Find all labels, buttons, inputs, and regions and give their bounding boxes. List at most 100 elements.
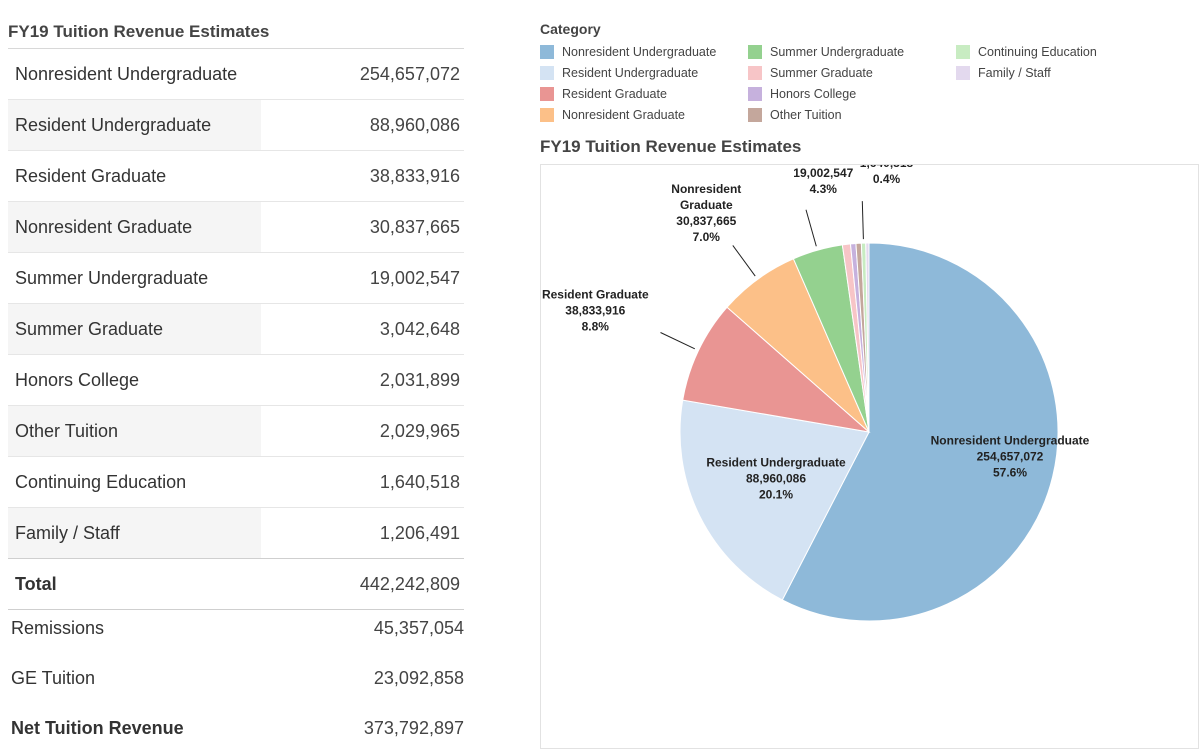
- net-tuition-value: 373,792,897: [363, 717, 464, 738]
- chart-title: FY19 Tuition Revenue Estimates: [540, 137, 802, 156]
- pie-slice: [682, 306, 871, 433]
- category-value: 1,206,491: [379, 522, 460, 543]
- category-name: Honors College: [15, 369, 140, 390]
- label-leader-line: [660, 332, 696, 350]
- category-name: Summer Undergraduate: [15, 267, 209, 288]
- legend-item: Family / Staff: [956, 62, 1200, 83]
- table-row: Summer Graduate 3,042,648: [8, 303, 464, 354]
- legend-item: Summer Graduate: [748, 62, 956, 83]
- legend-label: Nonresident Undergraduate: [562, 44, 717, 59]
- summary-row-ge-tuition: GE Tuition 23,092,858: [0, 653, 464, 703]
- total-label: Total: [15, 573, 57, 594]
- slice-label-line: 0.4%: [873, 172, 901, 186]
- category-table: Nonresident Undergraduate 254,657,072 Resi…: [8, 48, 464, 610]
- category-value: 1,640,518: [379, 471, 460, 492]
- label-leader-line: [732, 245, 756, 277]
- table-row: Nonresident Graduate 30,837,665: [8, 201, 464, 252]
- pie-chart: Nonresident Undergraduate 254,657,072 57.6…: [542, 140, 1090, 622]
- slice-label: Resident Graduate 38,833,916 8.8%: [542, 287, 649, 333]
- legend-label: Other Tuition: [770, 107, 842, 122]
- category-name: Nonresident Graduate: [8, 202, 261, 252]
- table-row: Honors College 2,031,899: [8, 354, 464, 405]
- slice-label: Nonresident Undergraduate 254,657,072 57.6…: [931, 434, 1090, 480]
- legend-label: Family / Staff: [978, 65, 1051, 80]
- slice-label: Resident Undergraduate 88,960,086 20.1%: [706, 455, 846, 501]
- category-name: Continuing Education: [15, 471, 187, 492]
- pie-slice: [781, 242, 1059, 622]
- slice-label-line: Graduate: [680, 198, 733, 212]
- slice-label-line: 38,833,916: [565, 303, 625, 317]
- legend-swatch: [748, 86, 762, 101]
- slice-label-line: Nonresident: [671, 182, 741, 196]
- category-name: Resident Undergraduate: [8, 100, 261, 150]
- legend-swatch: [540, 107, 554, 122]
- total-value: 442,242,809: [359, 573, 460, 594]
- category-value: 88,960,086: [369, 114, 460, 135]
- legend-item: Nonresident Undergraduate: [540, 41, 748, 62]
- table-title: FY19 Tuition Revenue Estimates: [8, 22, 270, 41]
- legend-swatch: [748, 44, 762, 59]
- legend-swatch: [540, 86, 554, 101]
- table-row: Other Tuition 2,029,965: [8, 405, 464, 456]
- legend-item: Continuing Education: [956, 41, 1200, 62]
- category-value: 30,837,665: [369, 216, 460, 237]
- category-name: Other Tuition: [8, 406, 261, 456]
- table-row: Continuing Education 1,640,518: [8, 456, 464, 507]
- legend-swatch: [956, 65, 970, 80]
- category-name: Nonresident Undergraduate: [15, 63, 238, 84]
- legend-label: Resident Undergraduate: [562, 65, 699, 80]
- category-value: 38,833,916: [369, 165, 460, 186]
- legend-swatch: [540, 44, 554, 59]
- legend-item: Honors College: [748, 83, 956, 104]
- remissions-label: Remissions: [11, 617, 105, 638]
- legend-swatch: [956, 44, 970, 59]
- ge-tuition-label: GE Tuition: [11, 667, 96, 688]
- pie-slice: [679, 399, 870, 601]
- slice-label-line: Nonresident Undergraduate: [931, 434, 1090, 448]
- chart-legend: Category Nonresident Undergraduate Reside…: [540, 21, 1200, 125]
- category-name: Resident Graduate: [15, 165, 167, 186]
- slice-label-line: 8.8%: [582, 319, 610, 333]
- category-value: 2,031,899: [379, 369, 460, 390]
- legend-label: Nonresident Graduate: [562, 107, 685, 122]
- legend-label: Summer Undergraduate: [770, 44, 905, 59]
- legend-item: Resident Undergraduate: [540, 62, 748, 83]
- table-row: Nonresident Undergraduate 254,657,072: [8, 48, 464, 99]
- table-row: Resident Graduate 38,833,916: [8, 150, 464, 201]
- category-value: 254,657,072: [359, 63, 460, 84]
- label-leader-line: [861, 201, 864, 240]
- remissions-value: 45,357,054: [373, 617, 464, 638]
- slice-label-line: 30,837,665: [676, 214, 736, 228]
- category-value: 19,002,547: [369, 267, 460, 288]
- legend-item: Other Tuition: [748, 104, 956, 125]
- slice-label-line: 88,960,086: [746, 471, 806, 485]
- summary-row-remissions: Remissions 45,357,054: [0, 603, 464, 653]
- pie-chart-panel: Nonresident Undergraduate 254,657,072 57.6…: [540, 140, 1199, 749]
- legend-swatch: [748, 65, 762, 80]
- slice-label-line: 20.1%: [759, 487, 793, 501]
- category-value: 3,042,648: [379, 318, 460, 339]
- slice-label-line: Resident Undergraduate: [706, 455, 846, 469]
- slice-label-line: 19,002,547: [793, 166, 853, 180]
- legend-item: Nonresident Graduate: [540, 104, 748, 125]
- legend-swatch: [540, 65, 554, 80]
- slice-label-line: 7.0%: [693, 230, 721, 244]
- legend-item: Resident Graduate: [540, 83, 748, 104]
- slice-label: Nonresident Graduate 30,837,665 7.0%: [671, 182, 741, 244]
- slice-label-line: 4.3%: [810, 182, 838, 196]
- table-row: Resident Undergraduate 88,960,086: [8, 99, 464, 150]
- category-name: Summer Graduate: [8, 304, 261, 354]
- legend-label: Summer Graduate: [770, 65, 873, 80]
- category-value: 2,029,965: [379, 420, 460, 441]
- summary-row-net-tuition: Net Tuition Revenue 373,792,897: [0, 703, 464, 753]
- legend-swatch: [748, 107, 762, 122]
- legend-label: Honors College: [770, 86, 857, 101]
- slice-label-line: 1,640,518: [860, 165, 914, 170]
- slice-label-line: 254,657,072: [977, 450, 1044, 464]
- label-leader-line: [805, 209, 817, 247]
- legend-label: Continuing Education: [978, 44, 1097, 59]
- table-row: Summer Undergraduate 19,002,547: [8, 252, 464, 303]
- category-name: Family / Staff: [8, 508, 261, 558]
- ge-tuition-value: 23,092,858: [373, 667, 464, 688]
- summary-table: Remissions 45,357,054 GE Tuition 23,092,…: [0, 603, 464, 753]
